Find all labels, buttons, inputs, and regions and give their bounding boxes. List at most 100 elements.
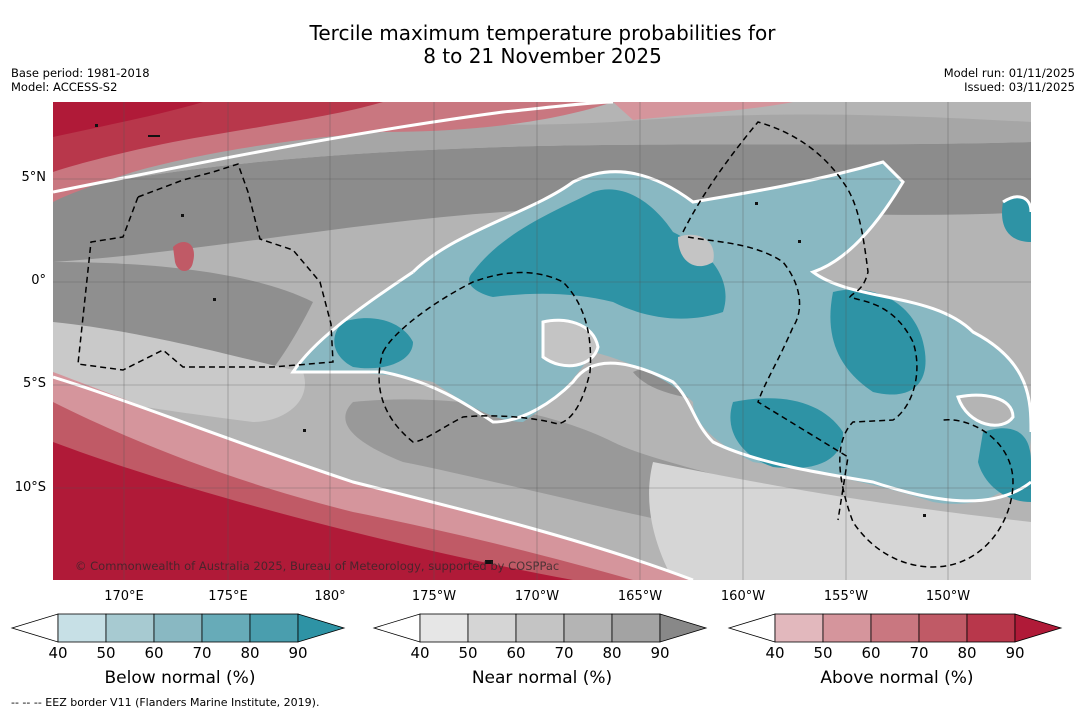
island: [303, 429, 306, 432]
contour-line: [541, 318, 600, 368]
colorbar-segment: [822, 613, 872, 643]
eez-border: [687, 236, 849, 521]
lat-label-5n: 5°N: [21, 170, 47, 185]
colorbar-segment: [249, 613, 299, 643]
eez-border: [682, 121, 1014, 568]
tick-label: 80: [957, 644, 977, 662]
title-line-1: Tercile maximum temperature probabilitie…: [309, 21, 776, 45]
above-normal-high-zone: [53, 102, 383, 172]
colorbar-ticks-below: 40 50 60 70 80 90: [10, 644, 350, 664]
lon-label-155w: 155°W: [823, 589, 869, 604]
legend-below-normal: 40 50 60 70 80 90 Below normal (%): [10, 612, 350, 692]
tick-label: 90: [650, 644, 670, 662]
meta-right: Model run: 01/11/2025 Issued: 03/11/2025: [944, 66, 1075, 94]
lat-label-10s: 10°S: [14, 480, 46, 495]
below-normal-high-zone: [730, 398, 843, 469]
island: [485, 560, 493, 564]
tick-label: 70: [192, 644, 212, 662]
below-normal-high-zone: [1002, 196, 1031, 242]
lon-label-170w: 170°W: [514, 589, 560, 604]
colorbar-ticks-above: 40 50 60 70 80 90: [727, 644, 1067, 664]
lon-label-165w: 165°W: [617, 589, 663, 604]
colorbar-segment: [563, 613, 613, 643]
colorbar-title-below: Below normal (%): [104, 668, 256, 688]
colorbar-segment: [870, 613, 920, 643]
issued-date: Issued: 03/11/2025: [964, 80, 1075, 94]
colorbar-near: [372, 613, 708, 643]
colorbar-segment: [419, 613, 469, 643]
tick-label: 40: [765, 644, 785, 662]
eez-border: [77, 163, 334, 371]
contour-line: [956, 393, 1015, 427]
near-normal-pocket: [543, 320, 598, 366]
model-name: Model: ACCESS-S2: [11, 80, 118, 94]
contour-line: [1002, 195, 1031, 213]
colorbar-segment: [153, 613, 203, 643]
probability-map: [53, 102, 1031, 580]
near-normal-pocket: [958, 395, 1013, 426]
map-area: [53, 102, 1031, 580]
colorbar-segment: [774, 613, 824, 643]
tick-label: 60: [861, 644, 881, 662]
lat-label-5s: 5°S: [22, 376, 46, 391]
tick-label: 50: [813, 644, 833, 662]
colorbar-segment: [966, 613, 1016, 643]
lon-label-175w: 175°W: [411, 589, 457, 604]
colorbar-max-extension: [659, 613, 708, 643]
colorbar-min-extension: [10, 613, 59, 643]
tick-label: 90: [1005, 644, 1025, 662]
near-normal-pocket: [678, 234, 714, 267]
island: [755, 202, 758, 205]
lon-label-180: 180°: [314, 589, 346, 604]
colorbar-min-extension: [372, 613, 421, 643]
island: [148, 135, 160, 137]
map-title: Tercile maximum temperature probabilitie…: [0, 22, 1085, 68]
colorbar-segment: [201, 613, 251, 643]
colorbar-max-extension: [297, 613, 346, 643]
colorbar-above: [727, 613, 1063, 643]
island: [213, 298, 216, 301]
colorbar-ticks-near: 40 50 60 70 80 90: [372, 644, 712, 664]
lon-label-150w: 150°W: [925, 589, 971, 604]
colorbar-segment: [918, 613, 968, 643]
tick-label: 60: [506, 644, 526, 662]
contour-line: [290, 270, 1031, 503]
contour-line: [411, 160, 1031, 433]
contour-line: [53, 102, 614, 194]
below-normal-high-zone: [830, 289, 926, 395]
colorbar-below: [10, 613, 346, 643]
colorbar-title-above: Above normal (%): [820, 668, 974, 688]
colorbar-segment: [467, 613, 517, 643]
legend-near-normal: 40 50 60 70 80 90 Near normal (%): [372, 612, 712, 692]
tick-label: 70: [909, 644, 929, 662]
tick-label: 90: [288, 644, 308, 662]
meta-left: Base period: 1981-2018 Model: ACCESS-S2: [11, 66, 150, 94]
eez-border: [378, 271, 592, 443]
tick-label: 60: [144, 644, 164, 662]
colorbar-max-extension: [1014, 613, 1063, 643]
below-normal-high-zone: [334, 318, 413, 369]
eez-borders: [77, 121, 1014, 568]
lat-label-0: 0°: [31, 273, 46, 288]
tick-label: 80: [240, 644, 260, 662]
contour-line: [53, 375, 694, 580]
island: [181, 214, 184, 217]
colorbar-segment: [57, 613, 107, 643]
copyright-notice: © Commonwealth of Australia 2025, Bureau…: [75, 559, 560, 573]
near-normal-low-zone: [649, 462, 1031, 580]
model-run: Model run: 01/11/2025: [943, 66, 1075, 80]
lon-label-170e: 170°E: [104, 589, 144, 604]
island: [923, 514, 926, 517]
colorbar-min-extension: [727, 613, 776, 643]
colorbar-title-near: Near normal (%): [471, 668, 613, 688]
below-normal-high-zone: [469, 189, 726, 319]
below-normal-high-zone: [978, 428, 1031, 502]
graticule: [53, 102, 1031, 580]
above-normal-zone: [613, 102, 793, 120]
eez-footnote: -- -- -- EEZ border V11 (Flanders Marine…: [11, 696, 320, 709]
colorbar-segment: [105, 613, 155, 643]
tick-label: 80: [602, 644, 622, 662]
tick-label: 50: [458, 644, 478, 662]
tick-label: 50: [96, 644, 116, 662]
island: [95, 124, 98, 127]
